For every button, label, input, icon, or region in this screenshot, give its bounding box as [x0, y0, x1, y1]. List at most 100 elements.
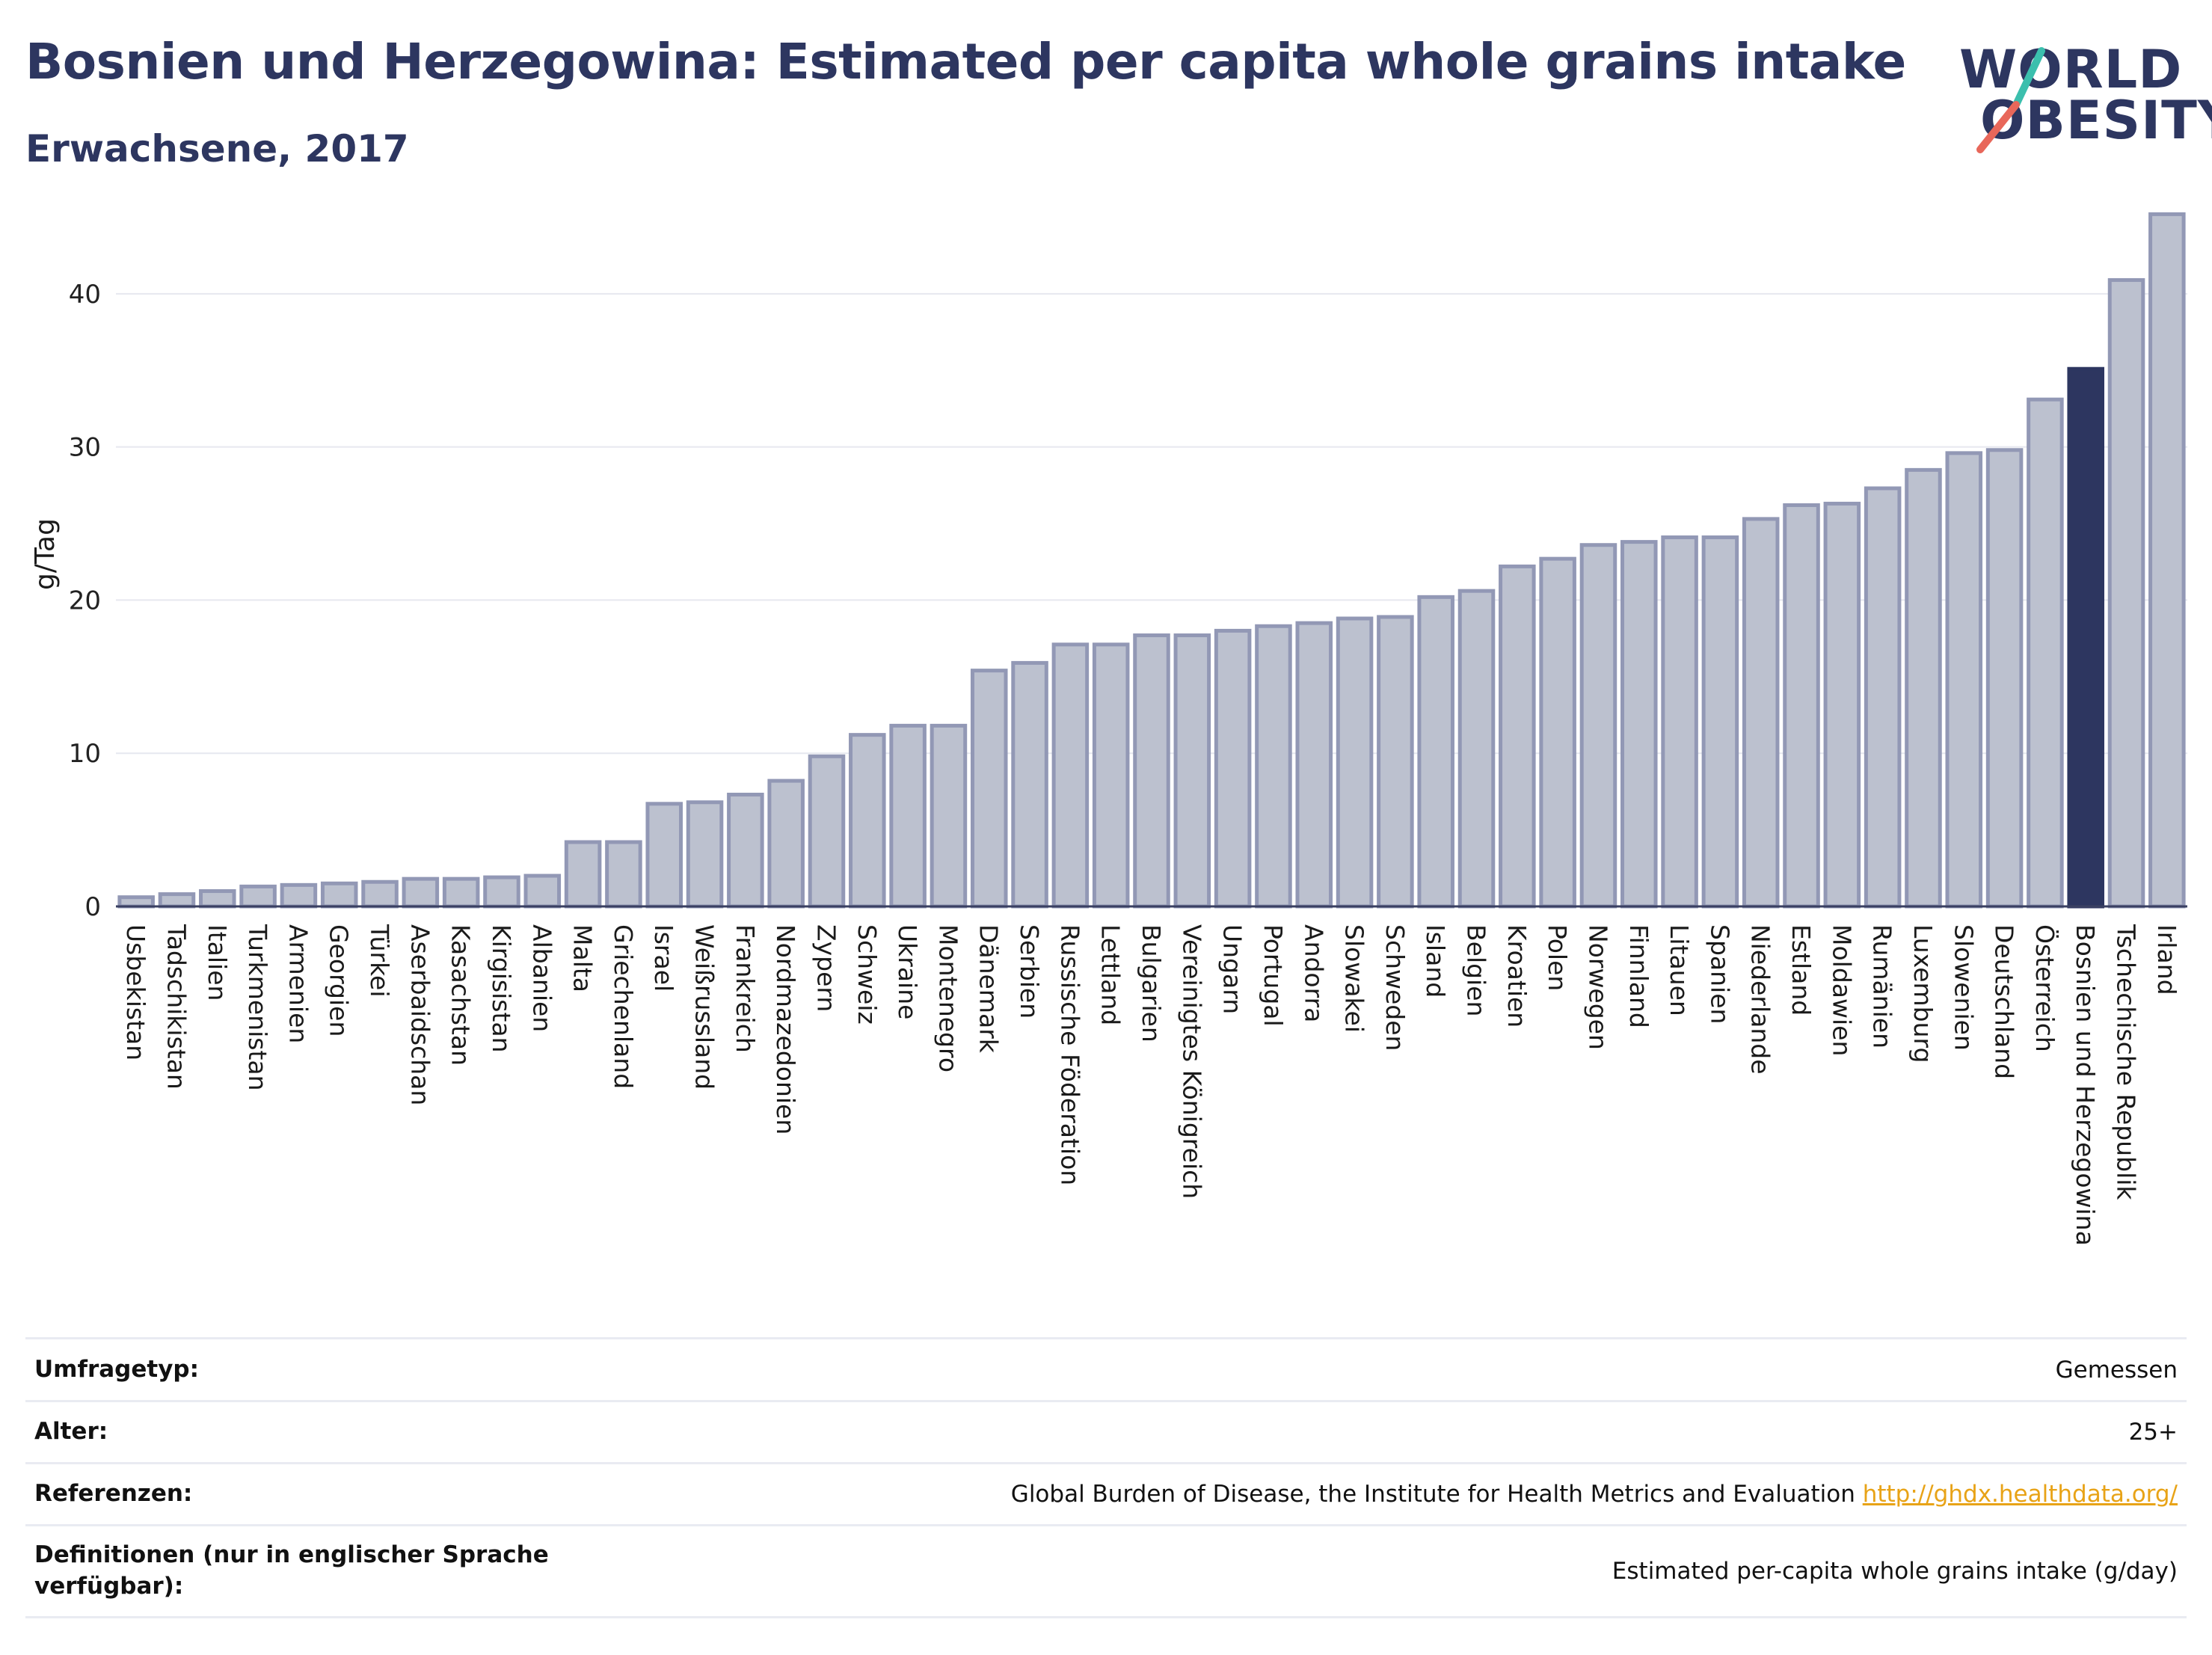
x-tick-label: Kirgisistan	[487, 924, 516, 1053]
y-tick-label: 40	[69, 280, 101, 310]
bar	[1457, 589, 1496, 909]
bar	[361, 879, 399, 909]
bar	[1701, 535, 1739, 909]
x-tick-label: Aserbaidschan	[405, 924, 434, 1105]
bar	[1661, 535, 1698, 909]
x-tick-label: Russische Föderation	[1055, 924, 1084, 1185]
x-tick-label: Georgien	[325, 924, 354, 1037]
info-label: Umfragetyp:	[34, 1355, 199, 1383]
bar	[442, 876, 480, 909]
x-tick-label: Schweden	[1380, 924, 1410, 1051]
bar	[1985, 448, 2024, 909]
x-tick-label: Ukraine	[893, 924, 922, 1019]
bar	[320, 881, 358, 909]
y-tick-label: 20	[69, 586, 101, 615]
bar	[2027, 397, 2064, 909]
x-tick-label: Deutschland	[1990, 924, 2019, 1079]
chart-subtitle: Erwachsene, 2017	[25, 127, 409, 171]
x-tick-label: Nordmazedonien	[771, 924, 800, 1134]
x-tick-label: Turkmenistan	[243, 924, 272, 1091]
bar	[2148, 212, 2186, 909]
bar	[1173, 633, 1211, 909]
x-tick-label: Dänemark	[974, 924, 1004, 1054]
x-tick-label: Ungarn	[1218, 924, 1247, 1014]
x-tick-label: Griechenland	[609, 924, 638, 1089]
x-tick-label: Estland	[1787, 924, 1816, 1016]
x-tick-label: Spanien	[1705, 924, 1734, 1024]
bar	[1051, 642, 1090, 909]
bar	[849, 733, 886, 909]
world-obesity-logo: WORLD OBESITY	[1944, 30, 2212, 157]
bar	[117, 895, 155, 909]
bar	[1579, 543, 1617, 909]
bar	[1620, 540, 1658, 909]
bar	[199, 889, 236, 909]
logo-slash-icon	[1976, 47, 2045, 153]
x-tick-label: Weißrussland	[690, 924, 719, 1090]
info-table: Umfragetyp: Gemessen Alter: 25+ Referenz…	[25, 1337, 2187, 1618]
x-tick-label: Albanien	[527, 924, 556, 1032]
info-value: Global Burden of Disease, the Institute …	[1011, 1481, 2178, 1508]
x-tick-label: Luxemburg	[1908, 924, 1938, 1063]
bar	[808, 754, 846, 909]
bar	[1905, 467, 1942, 909]
x-tick-label: Schweiz	[852, 924, 882, 1025]
info-label: Definitionen (nur in englischer Sprache …	[34, 1541, 549, 1600]
info-value: Gemessen	[2055, 1356, 2178, 1384]
bar	[158, 892, 196, 909]
bar	[1214, 628, 1252, 909]
x-tick-label: Andorra	[1299, 924, 1328, 1022]
bar	[1864, 486, 1902, 909]
x-tick-label: Tschechische Republik	[2112, 924, 2141, 1200]
x-tick-label: Österreich	[2030, 924, 2060, 1052]
info-label: Alter:	[34, 1418, 108, 1446]
x-tick-label: Kasachstan	[446, 924, 476, 1066]
bar	[1377, 615, 1414, 909]
y-tick-label: 30	[69, 433, 101, 463]
bar	[645, 802, 683, 909]
info-row-age: Alter: 25+	[25, 1400, 2187, 1462]
x-tick-label: Frankreich	[731, 924, 760, 1053]
x-tick-label: Irland	[2152, 924, 2181, 995]
bar	[605, 840, 642, 909]
bar-chart: 0 10 20 30 40 g/Tag Usbekistan Tadschikistan Ita…	[30, 212, 2187, 1246]
x-tick-label: Lettland	[1096, 924, 1125, 1025]
reference-link[interactable]: http://ghdx.healthdata.org/	[1862, 1481, 2178, 1508]
x-tick-label: Türkei	[365, 924, 394, 998]
bar	[1783, 503, 1820, 909]
logo-line1: WORLD	[1959, 39, 2183, 100]
x-tick-label: Bulgarien	[1137, 924, 1166, 1043]
x-tick-label: Belgien	[1462, 924, 1491, 1016]
bar	[1823, 501, 1861, 909]
bar	[930, 723, 968, 909]
bar	[1133, 633, 1170, 909]
x-tick-label: Israel	[649, 924, 678, 992]
x-tick-label: Usbekistan	[121, 924, 150, 1060]
bar	[727, 793, 764, 909]
x-tick-label: Niederlande	[1746, 924, 1775, 1075]
reference-text: Global Burden of Disease, the Institute …	[1010, 1481, 1855, 1508]
y-axis-label: g/Tag	[30, 518, 61, 590]
x-tick-label: Tadschikistan	[162, 924, 191, 1090]
bar	[402, 876, 440, 909]
bar	[686, 800, 724, 909]
bar	[1011, 660, 1048, 909]
bar	[1336, 616, 1374, 909]
x-tick-label: Island	[1421, 924, 1450, 998]
bar	[767, 779, 805, 909]
info-label: Referenzen:	[34, 1480, 193, 1508]
bar	[1539, 556, 1576, 909]
bar	[1499, 564, 1536, 909]
x-tick-label: Litauen	[1665, 924, 1694, 1016]
x-tick-label: Norwegen	[1583, 924, 1612, 1050]
x-tick-label: Bosnien und Herzegowina	[2071, 924, 2100, 1246]
x-tick-label: Armenien	[283, 924, 313, 1043]
chart-title: Bosnien und Herzegowina: Estimated per c…	[25, 33, 1906, 90]
bar	[1092, 642, 1130, 909]
x-tick-label: Kroatien	[1502, 924, 1531, 1028]
x-tick-label: Portugal	[1259, 924, 1288, 1027]
bar	[1295, 621, 1333, 909]
x-tick-label: Italien	[203, 924, 232, 1001]
bar	[970, 669, 1008, 909]
x-tick-label: Malta	[568, 924, 597, 992]
